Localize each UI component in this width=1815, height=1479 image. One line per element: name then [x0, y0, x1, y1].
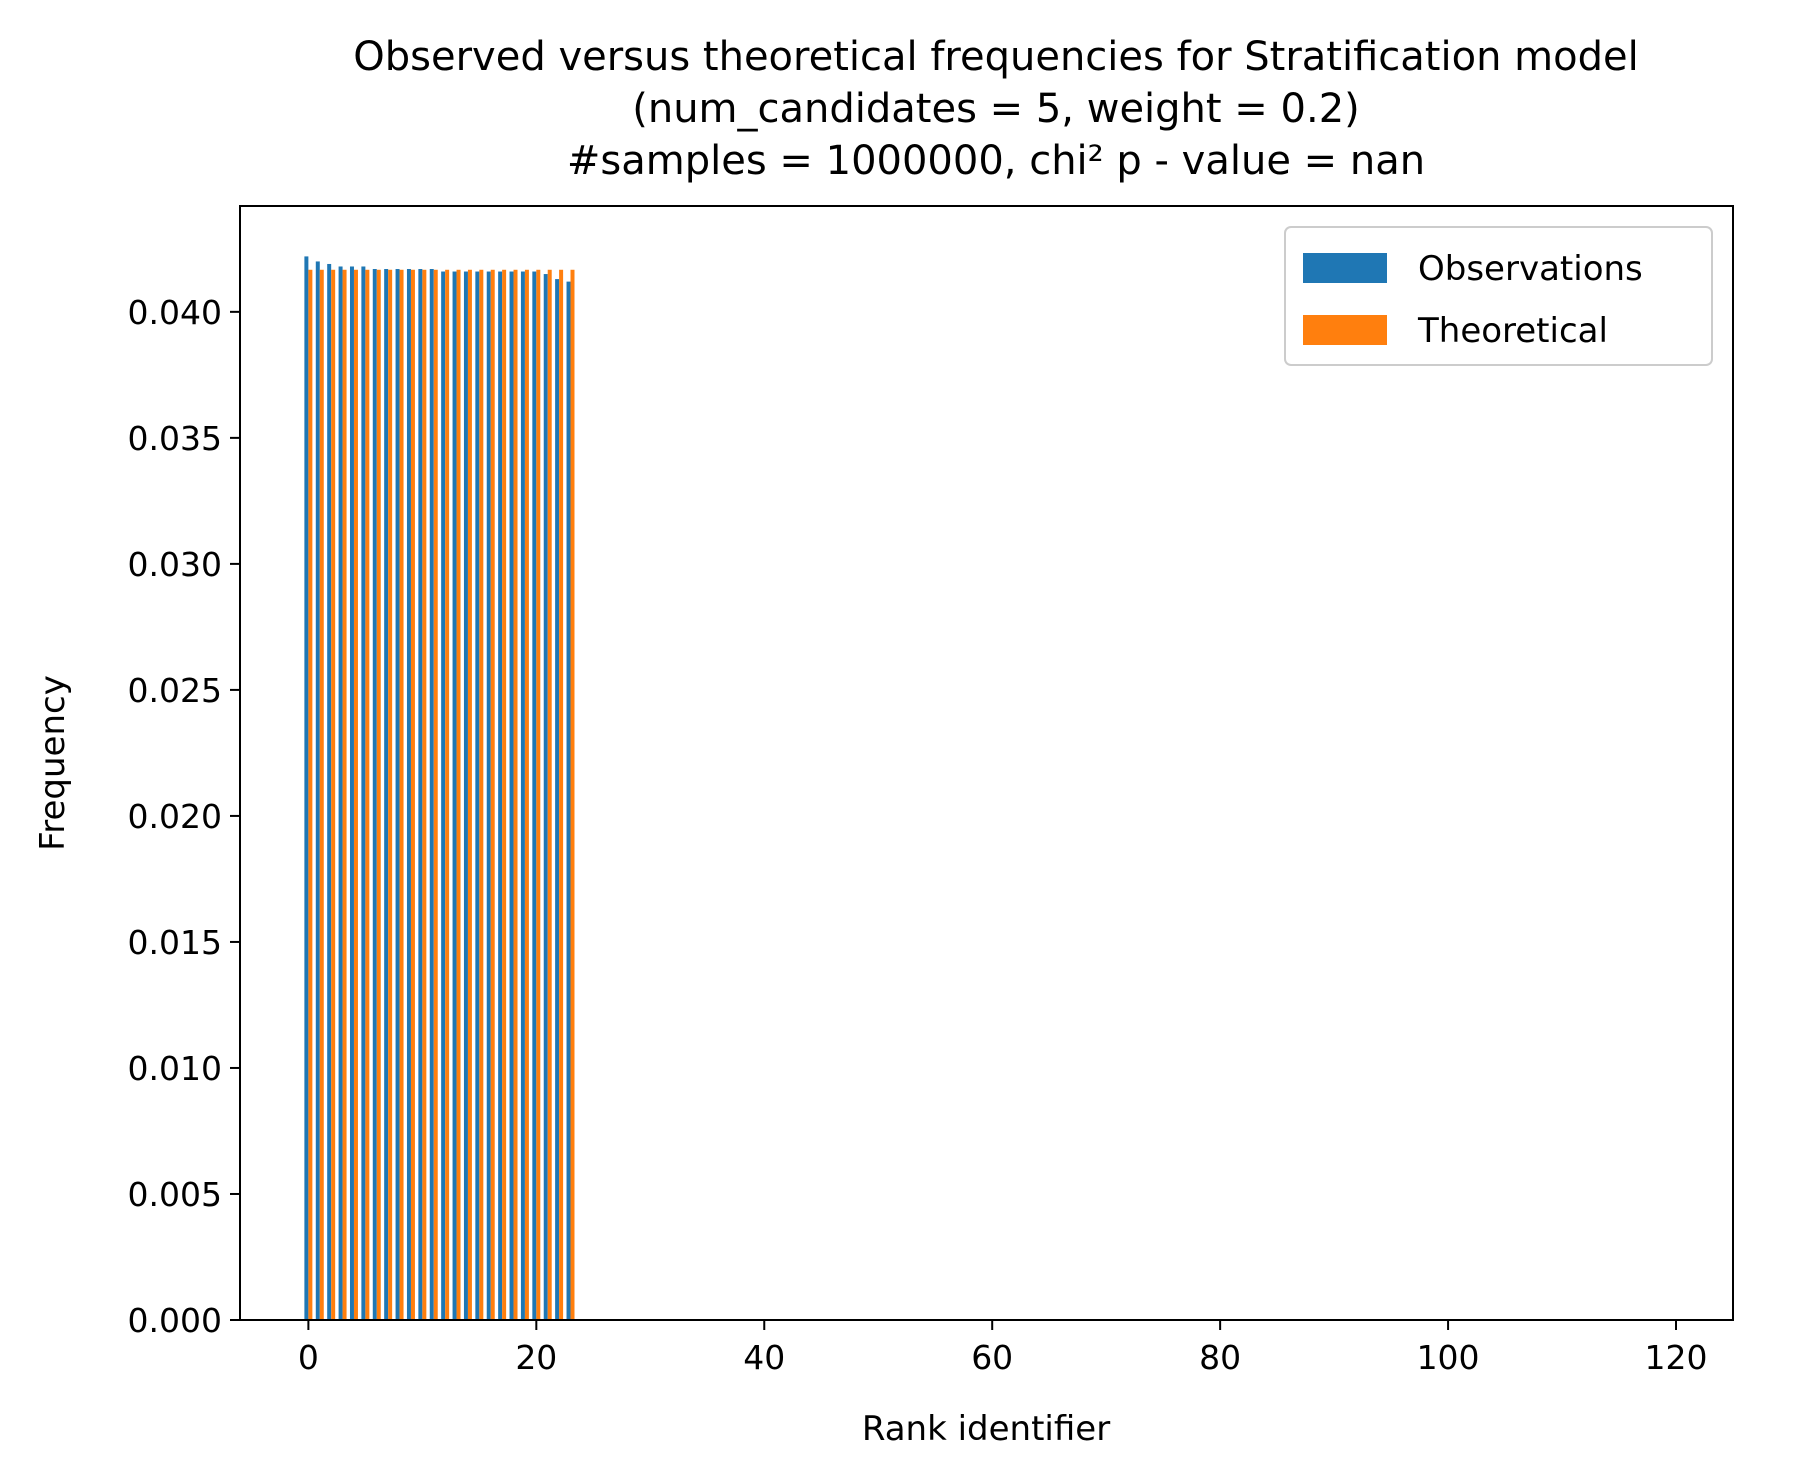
y-axis-label: Frequency [33, 675, 73, 851]
bar-theoretical-15 [479, 269, 484, 1321]
legend-box [1284, 226, 1713, 366]
y-tick-label-0.040: 0.040 [128, 293, 222, 332]
bar-observations-9 [406, 269, 411, 1321]
x-tick-label-100: 100 [1417, 1338, 1480, 1377]
x-tick-label-80: 80 [1199, 1338, 1241, 1377]
bar-observations-19 [520, 271, 525, 1320]
x-axis-label: Rank identifier [862, 1409, 1110, 1449]
bar-observations-8 [395, 269, 400, 1321]
bars-layer [304, 256, 575, 1321]
x-tick-label-60: 60 [971, 1338, 1013, 1377]
x-tick-label-120: 120 [1645, 1338, 1708, 1377]
bar-theoretical-6 [376, 269, 381, 1321]
bar-observations-10 [418, 269, 423, 1321]
bar-theoretical-22 [559, 269, 564, 1321]
bar-observations-4 [349, 266, 354, 1321]
bar-theoretical-9 [410, 269, 415, 1321]
bar-observations-18 [509, 271, 514, 1320]
y-tick-label-0.020: 0.020 [128, 797, 222, 836]
bar-observations-16 [486, 271, 491, 1320]
bar-theoretical-1 [319, 269, 324, 1321]
bar-observations-15 [475, 271, 480, 1320]
chart-title-line-1: Observed versus theoretical frequencies … [353, 34, 1638, 80]
y-tick-label-0.010: 0.010 [128, 1049, 222, 1088]
bar-theoretical-21 [547, 269, 552, 1321]
bar-observations-20 [532, 271, 537, 1320]
x-tick-label-40: 40 [743, 1338, 785, 1377]
bar-observations-11 [429, 269, 434, 1321]
bar-theoretical-2 [331, 269, 336, 1321]
bar-theoretical-12 [445, 269, 450, 1321]
bar-observations-5 [361, 266, 366, 1321]
bar-observations-12 [441, 271, 446, 1320]
bar-theoretical-4 [353, 269, 358, 1321]
bar-observations-14 [463, 271, 468, 1320]
legend-swatch-observations [1303, 253, 1387, 283]
bar-theoretical-7 [388, 269, 393, 1321]
y-tick-label-0.030: 0.030 [128, 545, 222, 584]
bar-observations-7 [384, 269, 389, 1321]
y-tick-label-0.035: 0.035 [128, 419, 222, 458]
bar-observations-3 [338, 266, 343, 1321]
legend: Observations Theoretical [1284, 226, 1713, 366]
bar-theoretical-10 [422, 269, 427, 1321]
bar-theoretical-3 [342, 269, 347, 1321]
bar-observations-0 [304, 256, 309, 1320]
bar-theoretical-14 [467, 269, 472, 1321]
y-tick-label-0.000: 0.000 [128, 1301, 222, 1340]
bar-theoretical-23 [570, 269, 575, 1321]
bar-theoretical-18 [513, 269, 518, 1321]
bar-theoretical-0 [308, 269, 313, 1321]
legend-swatch-theoretical [1303, 315, 1387, 345]
x-tick-label-20: 20 [515, 1338, 557, 1377]
bar-theoretical-20 [536, 269, 541, 1321]
bar-observations-21 [543, 274, 548, 1320]
bar-observations-17 [498, 271, 503, 1320]
y-axis-ticks: 0.000 0.005 0.010 0.015 0.020 0.025 0.030 0.035… [128, 293, 240, 1340]
legend-label-observations: Observations [1418, 249, 1643, 289]
bar-observations-22 [555, 279, 560, 1321]
bar-observations-23 [566, 281, 571, 1321]
bar-theoretical-8 [399, 269, 404, 1321]
y-tick-label-0.005: 0.005 [128, 1175, 222, 1214]
bar-observations-6 [372, 269, 377, 1321]
bar-theoretical-13 [456, 269, 461, 1321]
legend-label-theoretical: Theoretical [1417, 311, 1608, 351]
bar-observations-13 [452, 271, 457, 1320]
chart-title-line-2: (num_candidates = 5, weight = 0.2) [632, 86, 1360, 132]
bar-theoretical-16 [490, 269, 495, 1321]
chart-title-line-3: #samples = 1000000, chi² p - value = nan [567, 138, 1425, 184]
bar-theoretical-19 [524, 269, 529, 1321]
plot-frame [239, 205, 1734, 1321]
x-tick-label-0: 0 [298, 1338, 319, 1377]
bar-observations-1 [315, 261, 320, 1320]
bar-observations-2 [327, 263, 332, 1321]
bar-theoretical-5 [365, 269, 370, 1321]
y-tick-label-0.015: 0.015 [128, 923, 222, 962]
bar-theoretical-11 [433, 269, 438, 1321]
x-axis-ticks: 0 20 40 60 80 100 120 [298, 1320, 1708, 1377]
bar-theoretical-17 [502, 269, 507, 1321]
y-tick-label-0.025: 0.025 [128, 671, 222, 710]
